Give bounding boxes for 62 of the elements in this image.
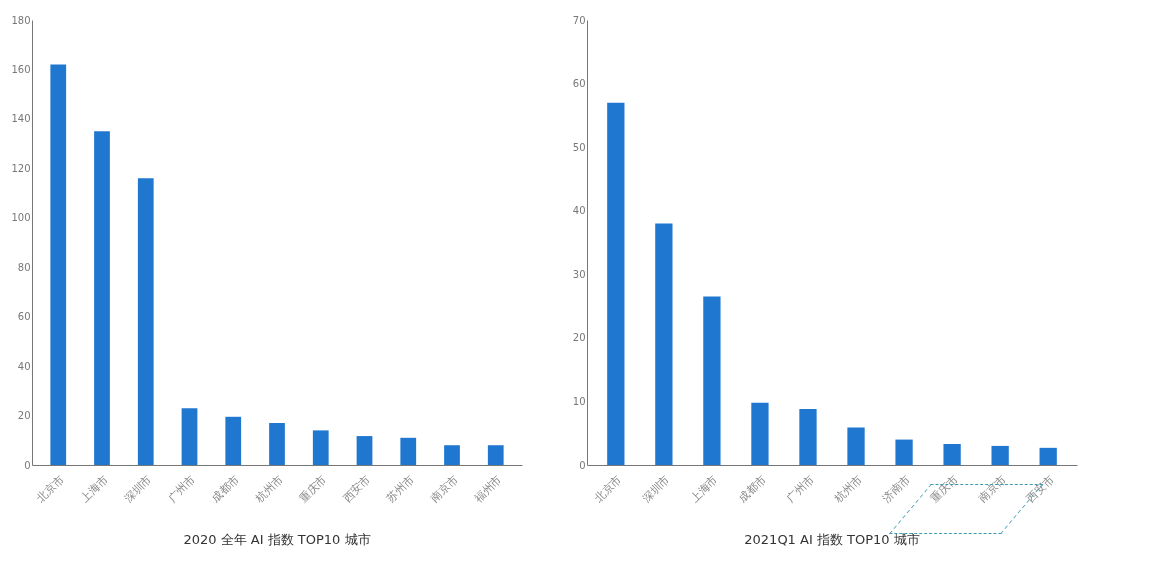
text: 2020 全年 AI 指数 TOP10 城市 bbox=[183, 532, 371, 548]
y-tick-label: 70 bbox=[572, 14, 586, 26]
y-tick-label: 20 bbox=[572, 332, 586, 344]
y-tick-label: 30 bbox=[572, 268, 586, 280]
y-tick-label: 140 bbox=[11, 113, 31, 125]
bar bbox=[655, 223, 673, 465]
x-tick-label: 西安市 bbox=[340, 472, 373, 506]
bar bbox=[312, 430, 329, 465]
x-tick-label: 上海市 bbox=[77, 472, 111, 506]
bar bbox=[225, 416, 242, 465]
y-tick-label: 120 bbox=[11, 162, 31, 174]
x-tick-label: 重庆市 bbox=[296, 472, 330, 506]
y-tick-label: 50 bbox=[572, 141, 586, 153]
bar bbox=[444, 445, 460, 465]
y-tick-label: 20 bbox=[17, 410, 31, 422]
x-tick-label: 北京市 bbox=[591, 472, 625, 506]
x-tick-label: 广州市 bbox=[165, 472, 198, 506]
x-tick-label: 苏州市 bbox=[384, 472, 417, 506]
bar bbox=[269, 422, 285, 465]
y-tick-label: 60 bbox=[17, 311, 31, 323]
bar bbox=[991, 445, 1009, 465]
x-tick-label: 南京市 bbox=[976, 472, 1009, 506]
x-tick-label: 上海市 bbox=[687, 472, 721, 506]
bar bbox=[607, 102, 625, 465]
x-tick-label: 北京市 bbox=[34, 472, 67, 506]
bar bbox=[703, 296, 721, 465]
bar bbox=[137, 178, 154, 465]
bar bbox=[50, 64, 67, 465]
y-tick-label: 10 bbox=[572, 395, 586, 407]
x-tick-label: 广州市 bbox=[783, 472, 817, 506]
x-tick-label: 西安市 bbox=[1024, 472, 1057, 506]
bar bbox=[799, 409, 817, 465]
bar bbox=[94, 131, 110, 465]
y-tick-label: 100 bbox=[11, 212, 31, 224]
x-tick-label: 重庆市 bbox=[928, 472, 961, 506]
x-tick-label: 深圳市 bbox=[121, 472, 155, 506]
y-tick-label: 0 bbox=[579, 459, 586, 471]
y-tick-label: 80 bbox=[17, 261, 31, 273]
y-tick-label: 60 bbox=[572, 78, 586, 90]
y-tick-label: 40 bbox=[572, 205, 586, 217]
bar bbox=[1039, 447, 1057, 465]
x-tick-label: 杭州市 bbox=[831, 472, 865, 507]
x-tick-label: 杭州市 bbox=[252, 472, 286, 507]
x-tick-label: 济南市 bbox=[880, 472, 913, 506]
x-tick-label: 南京市 bbox=[427, 472, 461, 506]
x-tick-label: 成都市 bbox=[735, 472, 769, 506]
bar bbox=[400, 437, 417, 465]
y-tick-label: 180 bbox=[11, 14, 31, 26]
bar bbox=[895, 439, 913, 465]
x-tick-label: 成都市 bbox=[209, 472, 242, 506]
bar bbox=[487, 445, 504, 465]
x-tick-label: 福州市 bbox=[471, 472, 505, 506]
y-tick-label: 0 bbox=[24, 459, 31, 471]
y-tick-label: 40 bbox=[17, 360, 31, 372]
x-tick-label: 深圳市 bbox=[639, 472, 673, 506]
bar bbox=[847, 427, 865, 465]
bar bbox=[943, 444, 961, 465]
bar bbox=[181, 408, 198, 465]
bar bbox=[356, 436, 373, 465]
y-tick-label: 160 bbox=[11, 63, 31, 75]
text: 2021Q1 AI 指数 TOP10 城市 bbox=[744, 532, 920, 548]
bar bbox=[751, 402, 769, 465]
